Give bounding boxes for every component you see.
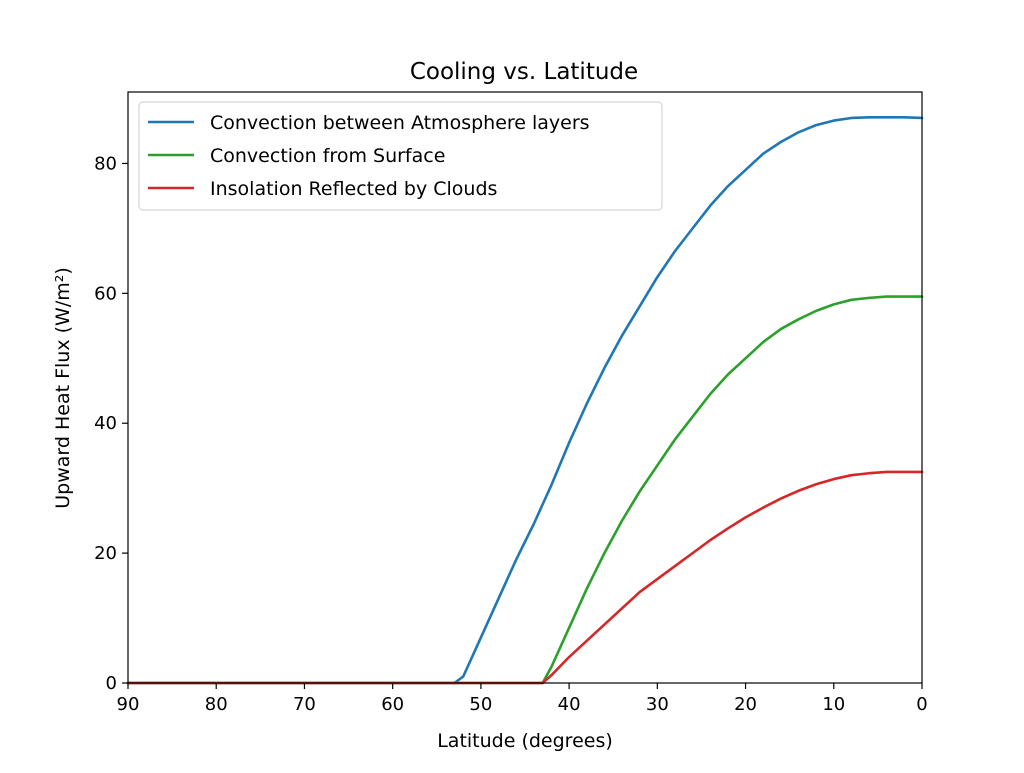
y-tick-label: 0 <box>106 673 117 694</box>
x-tick-label: 60 <box>381 694 404 715</box>
x-tick-label: 0 <box>916 694 927 715</box>
legend-label-0: Convection between Atmosphere layers <box>210 112 590 134</box>
legend-label-1: Convection from Surface <box>210 145 445 167</box>
y-axis-ticks: 0 20 40 60 80 <box>94 153 128 694</box>
legend: Convection between Atmosphere layers Conv… <box>138 101 663 211</box>
x-tick-label: 80 <box>205 694 228 715</box>
x-axis-ticks: 90 80 70 60 50 40 30 20 10 0 <box>117 683 928 715</box>
y-tick-label: 80 <box>94 153 117 174</box>
x-tick-label: 10 <box>822 694 845 715</box>
series-line-2 <box>126 470 924 685</box>
y-tick-label: 40 <box>94 413 117 434</box>
y-tick-label: 20 <box>94 543 117 564</box>
y-axis-label: Upward Heat Flux (W/m²) <box>52 267 74 509</box>
y-tick-label: 60 <box>94 283 117 304</box>
series-line-0 <box>126 116 924 685</box>
x-tick-label: 70 <box>293 694 316 715</box>
x-axis-label: Latitude (degrees) <box>437 730 613 752</box>
x-tick-label: 50 <box>469 694 492 715</box>
legend-entries: Convection between Atmosphere layers Conv… <box>148 112 590 200</box>
x-tick-label: 40 <box>558 694 581 715</box>
x-tick-label: 30 <box>646 694 669 715</box>
legend-label-2: Insolation Reflected by Clouds <box>210 178 497 200</box>
x-tick-label: 90 <box>117 694 140 715</box>
legend-box <box>138 101 663 211</box>
plot-frame <box>127 91 923 684</box>
x-tick-label: 20 <box>734 694 757 715</box>
chart-title: Cooling vs. Latitude <box>410 59 638 85</box>
